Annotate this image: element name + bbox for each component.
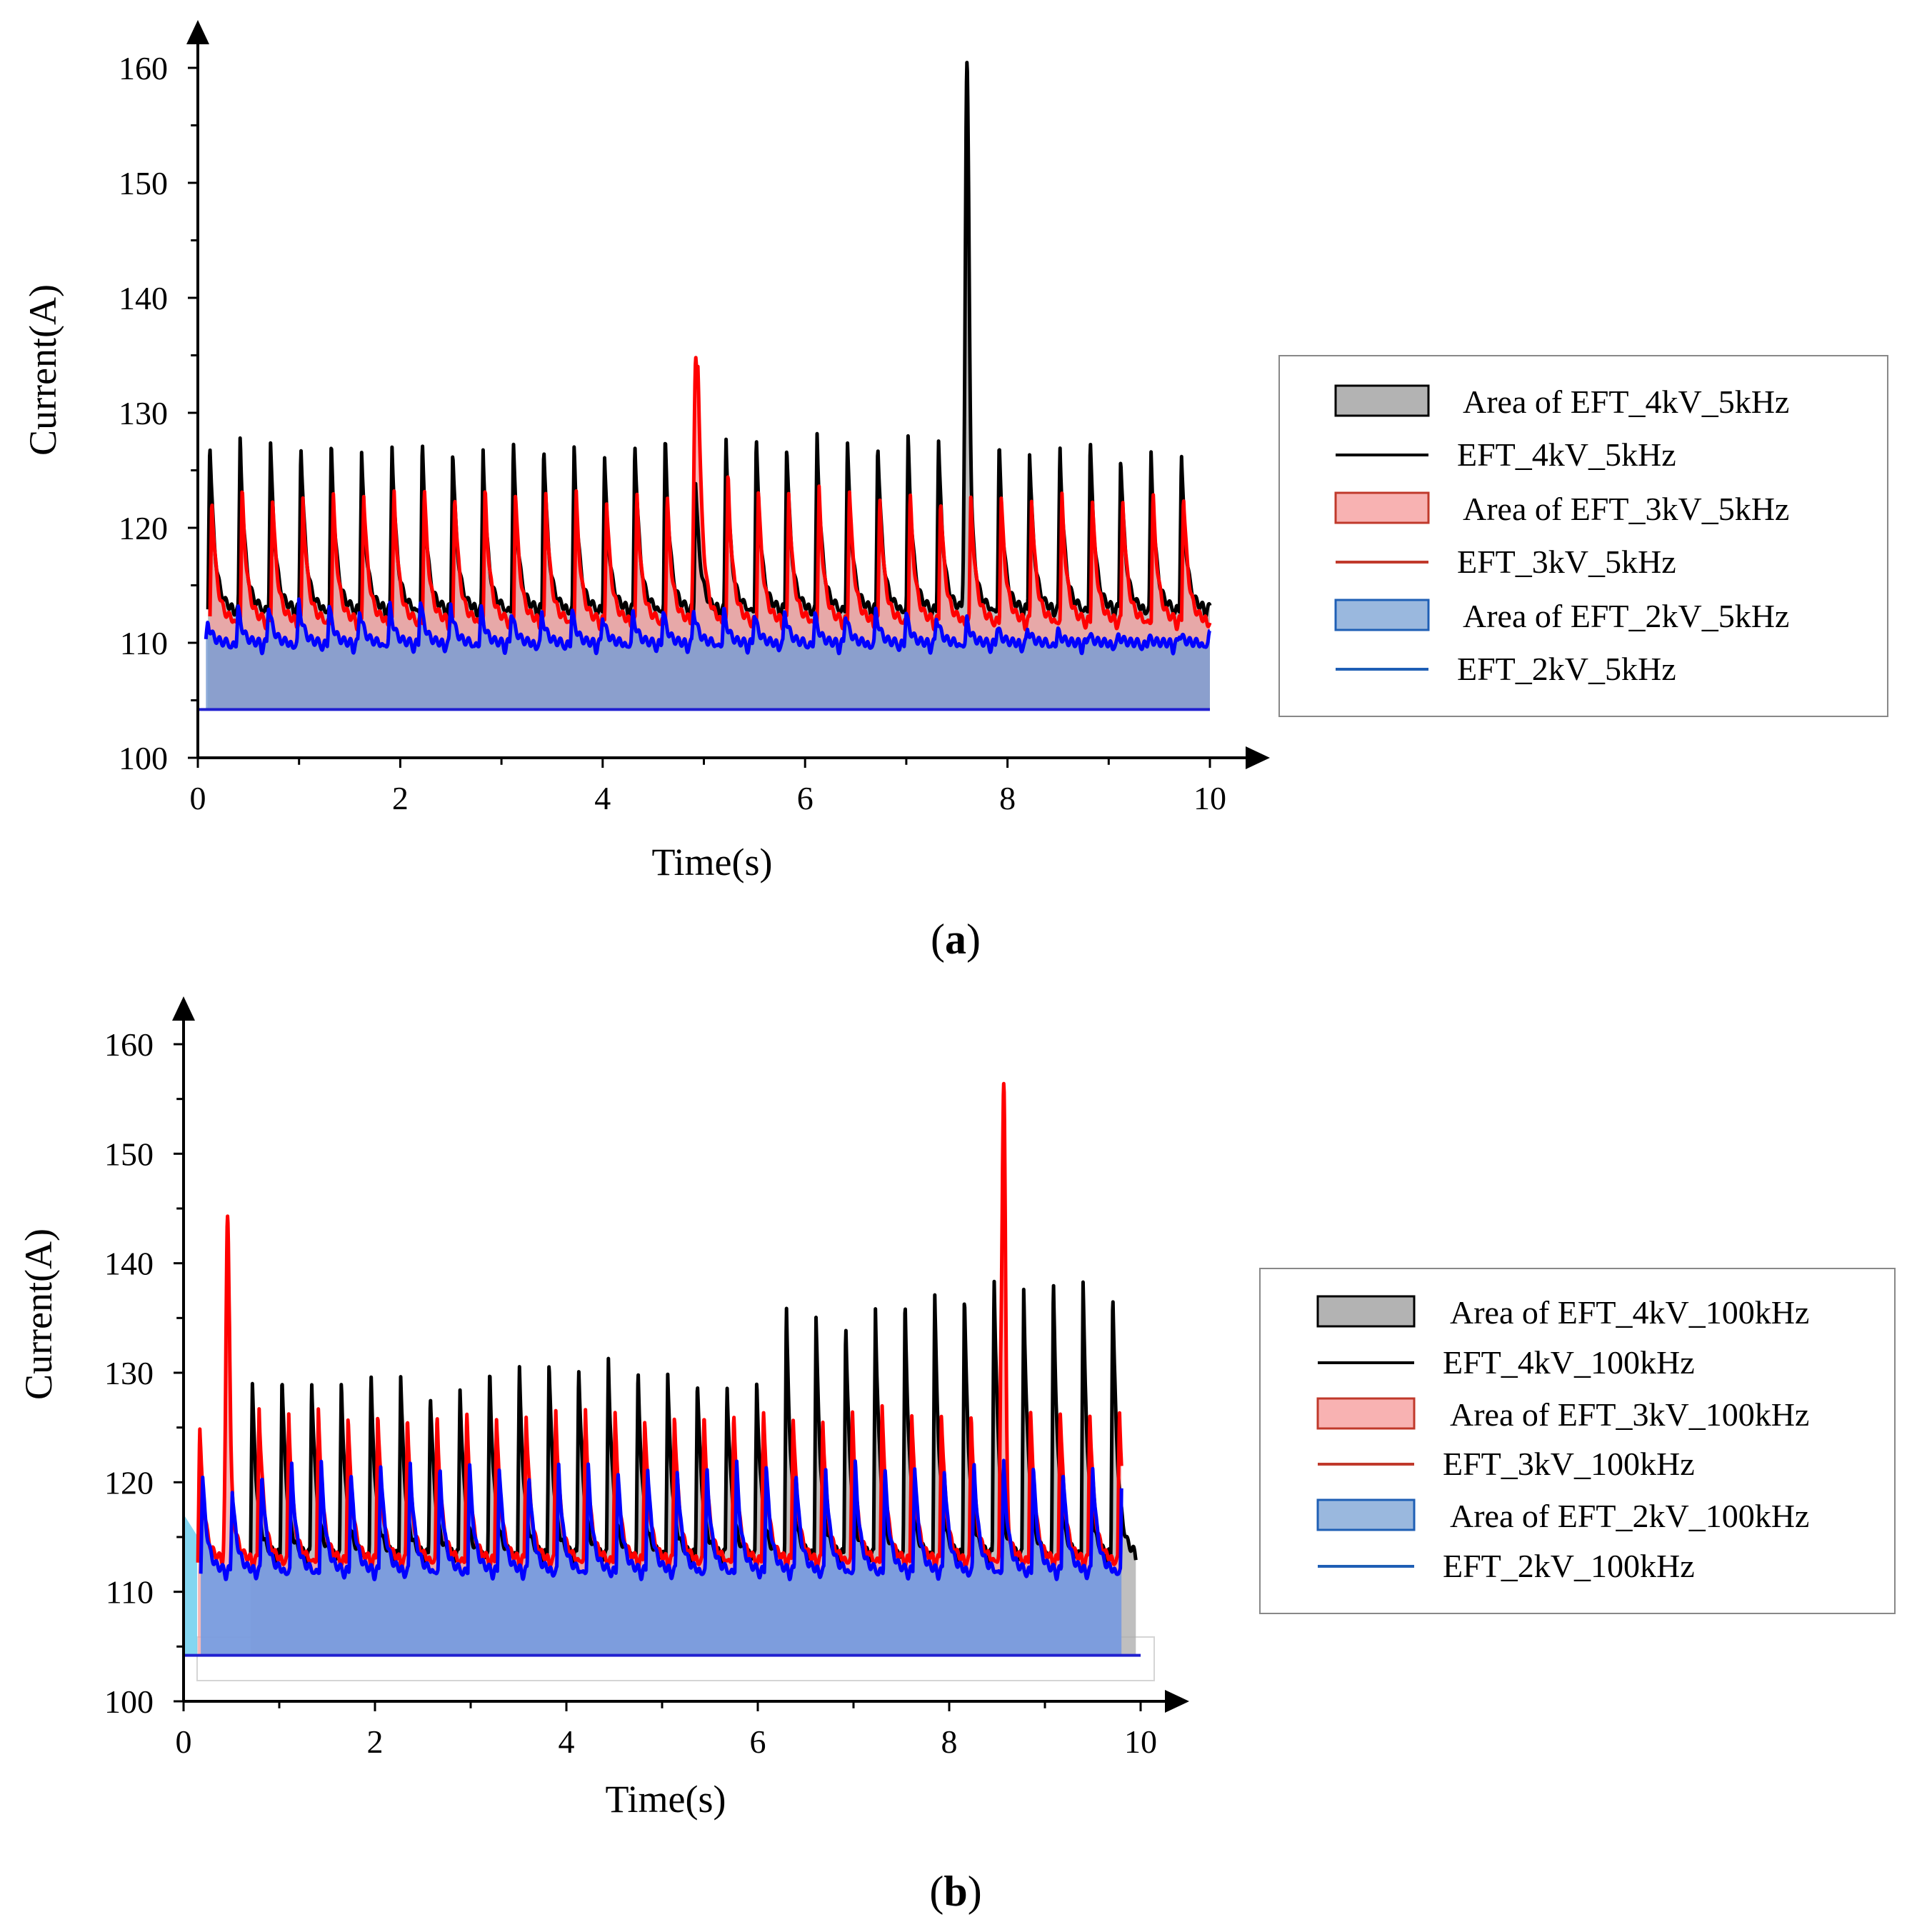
panel-a-legend-label-area-4kv: Area of EFT_4kV_5kHz (1463, 384, 1789, 420)
panel-a-chart: 0 2 4 6 8 10 100 110 120 130 140 150 160 Time(s) Cur… (21, 20, 1888, 963)
panel-b-start-fill (184, 1514, 197, 1656)
panel-a-legend-swatch-area-4kv (1334, 384, 1430, 417)
panel-b-legend-label-line-3kv: EFT_3kV_100kHz (1443, 1446, 1695, 1482)
panel-a-x-axis-label: Time(s) (651, 841, 772, 884)
panel-a-x-tick-label: 10 (1193, 780, 1226, 816)
panel-b-legend-label-area-3kv: Area of EFT_3kV_100kHz (1450, 1396, 1809, 1433)
panel-a-legend-swatch-area-2kv (1334, 599, 1430, 631)
panel-a-legend-swatch-area-3kv (1334, 491, 1430, 524)
panel-a-legend: Area of EFT_4kV_5kHz EFT_4kV_5kHz Area o… (1278, 355, 1888, 717)
panel-b-letter: b (944, 1868, 967, 1915)
panel-b-legend-swatch-area-2kv (1316, 1498, 1416, 1531)
panel-a-series-line-3 (204, 597, 1211, 656)
panel-a-y-axis-label: Current(A) (21, 284, 64, 456)
panel-b-legend-label-line-4kv: EFT_4kV_100kHz (1443, 1344, 1695, 1381)
panel-a-y-tick-label: 100 (119, 740, 168, 776)
panel-a-series-lines (204, 61, 1212, 656)
panel-b-y-axis-label: Current(A) (17, 1228, 60, 1400)
panel-b-ticks (174, 1043, 1142, 1711)
panel-b-x-tick-label: 2 (367, 1723, 384, 1760)
panel-b-x-tick-label: 4 (559, 1723, 575, 1760)
panel-b-legend-swatch-area-4kv (1316, 1295, 1416, 1328)
panel-a-x-tick-label: 6 (797, 780, 814, 816)
panel-a-legend-label-area-3kv: Area of EFT_3kV_5kHz (1463, 491, 1789, 527)
panel-b-series-lines (196, 1081, 1138, 1581)
panel-a-x-tick-label: 4 (594, 780, 611, 816)
panel-b-x-axis-arrow (1165, 1690, 1189, 1713)
panel-b-y-tick-label: 130 (104, 1355, 154, 1391)
panel-a-y-tick-label: 160 (119, 50, 168, 86)
panel-a-area-3 (206, 599, 1210, 710)
panel-a-y-tick-label: 130 (119, 395, 168, 431)
panel-b-x-tick-label: 0 (176, 1723, 192, 1760)
panel-b-x-tick-label: 8 (941, 1723, 958, 1760)
panel-b-series-line-2 (196, 1081, 1123, 1571)
panel-b-legend: Area of EFT_4kV_100kHz EFT_4kV_100kHz Ar… (1259, 1268, 1896, 1614)
panel-b-legend-label-area-4kv: Area of EFT_4kV_100kHz (1450, 1294, 1809, 1331)
panel-b-legend-label-line-2kv: EFT_2kV_100kHz (1443, 1548, 1695, 1584)
panel-b-y-tick-label: 160 (104, 1026, 154, 1063)
panel-a-tick-labels: 0 2 4 6 8 10 100 110 120 130 140 150 160 (119, 50, 1226, 816)
panel-b-y-tick-label: 120 (104, 1464, 154, 1501)
panel-b-area-3 (201, 1460, 1122, 1656)
panel-b-legend-swatch-area-3kv (1316, 1397, 1416, 1430)
panel-b-chart: 0 2 4 6 8 10 100 110 120 130 140 150 160 Time(s) Cur… (17, 996, 1896, 1915)
panel-b-label: (b) (929, 1868, 981, 1915)
panel-a-axes (186, 20, 1270, 769)
panel-b-y-tick-label: 110 (106, 1574, 154, 1611)
panel-a-label: (a) (931, 916, 981, 963)
panel-a-y-tick-label: 150 (119, 165, 168, 201)
panel-b-x-tick-label: 10 (1124, 1723, 1157, 1760)
panel-b-x-tick-label: 6 (750, 1723, 766, 1760)
panel-a-x-tick-label: 2 (392, 780, 409, 816)
panel-a-y-tick-label: 110 (120, 625, 168, 661)
panel-b-legend-label-area-2kv: Area of EFT_2kV_100kHz (1450, 1498, 1809, 1534)
panel-b-y-tick-label: 100 (104, 1683, 154, 1720)
panel-a-ticks (188, 66, 1211, 768)
panel-b-y-axis-arrow (172, 996, 195, 1021)
panel-b-series-line-3 (199, 1458, 1123, 1581)
panel-a-letter: a (945, 916, 966, 963)
panel-b-x-axis-label: Time(s) (605, 1778, 726, 1821)
panel-a-legend-label-line-2kv: EFT_2kV_5kHz (1457, 651, 1676, 687)
panel-a-x-axis-arrow (1246, 746, 1270, 769)
panel-a-x-tick-label: 0 (190, 780, 206, 816)
panel-b-tick-labels: 0 2 4 6 8 10 100 110 120 130 140 150 160 (104, 1026, 1157, 1760)
panel-a-legend-label-line-3kv: EFT_3kV_5kHz (1457, 544, 1676, 580)
panel-a-legend-label-line-4kv: EFT_4kV_5kHz (1457, 436, 1676, 473)
panel-b-axes (172, 996, 1189, 1713)
panel-a-y-tick-label: 120 (119, 510, 168, 546)
panel-a-y-axis-arrow (186, 20, 209, 44)
panel-a-x-tick-label: 8 (999, 780, 1016, 816)
panel-a-series-line-2 (208, 356, 1212, 632)
panel-b-y-tick-label: 150 (104, 1136, 154, 1172)
panel-b-y-tick-label: 140 (104, 1246, 154, 1282)
panel-a-legend-label-area-2kv: Area of EFT_2kV_5kHz (1463, 598, 1789, 634)
panel-a-y-tick-label: 140 (119, 280, 168, 316)
